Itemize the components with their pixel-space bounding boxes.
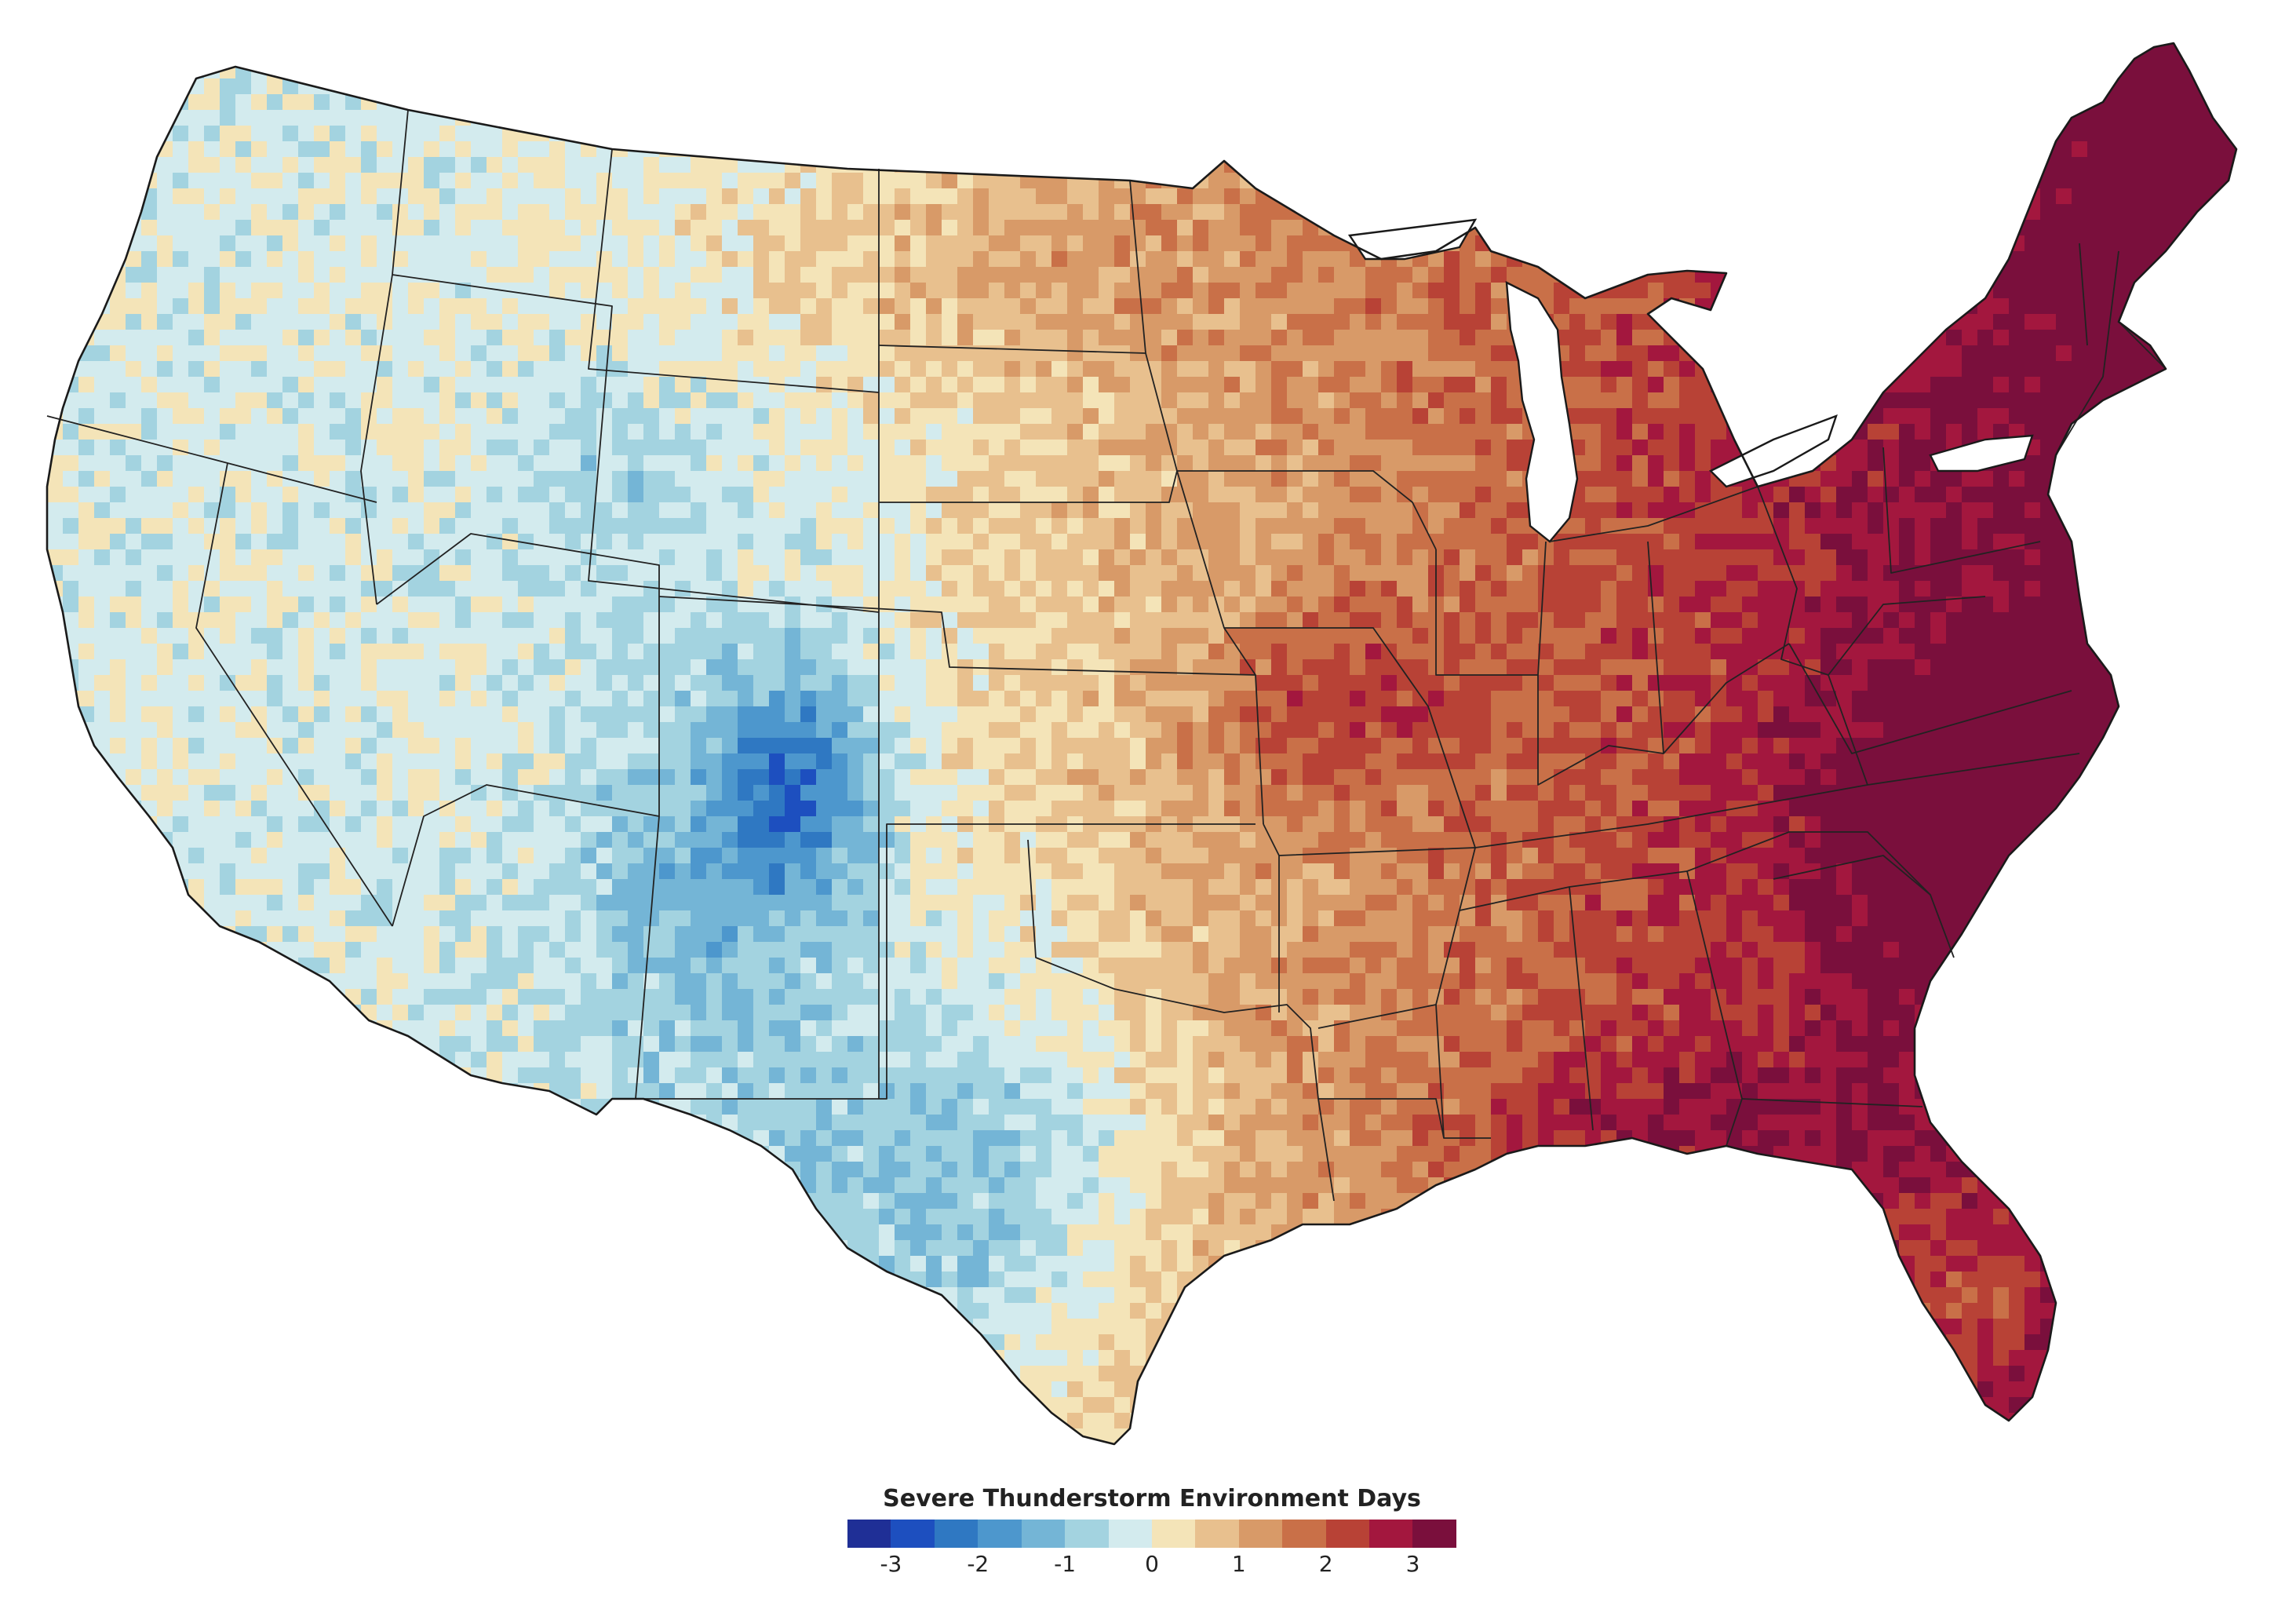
us-outline	[46, 42, 2238, 1446]
legend-swatch	[1369, 1520, 1413, 1548]
legend-swatch	[847, 1520, 891, 1548]
legend-tick-label: 2	[1318, 1551, 1333, 1577]
legend-colorbar	[847, 1520, 1456, 1548]
legend-tick-label: -3	[880, 1551, 902, 1577]
legend-tick-label: 1	[1231, 1551, 1246, 1577]
legend-tick-labels: -3 -2 -1 0 1 2 3	[847, 1551, 1456, 1578]
legend-swatch	[1021, 1520, 1066, 1548]
legend-swatch	[1065, 1520, 1109, 1548]
legend: Severe Thunderstorm Environment Days -3-…	[847, 1485, 1456, 1579]
legend-swatch	[1108, 1520, 1152, 1548]
great-lakes	[1347, 218, 2034, 543]
legend-swatch	[1282, 1520, 1326, 1548]
state-borders	[46, 109, 2167, 1202]
legend-tick-label: 0	[1145, 1551, 1159, 1577]
legend-swatch	[1238, 1520, 1283, 1548]
legend-swatch	[891, 1520, 935, 1548]
legend-swatch	[1151, 1520, 1196, 1548]
climate-grid	[47, 43, 2236, 1444]
legend-tick-label: -1	[1054, 1551, 1077, 1577]
legend-tick-label: 3	[1405, 1551, 1420, 1577]
legend-swatch	[978, 1520, 1022, 1548]
legend-title: Severe Thunderstorm Environment Days	[883, 1485, 1421, 1512]
legend-tick-label: -2	[967, 1551, 989, 1577]
legend-swatch	[1195, 1520, 1239, 1548]
legend-swatch	[1412, 1520, 1456, 1548]
legend-swatch	[934, 1520, 979, 1548]
legend-swatch	[1325, 1520, 1370, 1548]
